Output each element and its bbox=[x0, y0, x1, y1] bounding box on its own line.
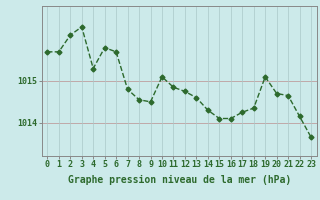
X-axis label: Graphe pression niveau de la mer (hPa): Graphe pression niveau de la mer (hPa) bbox=[68, 175, 291, 185]
